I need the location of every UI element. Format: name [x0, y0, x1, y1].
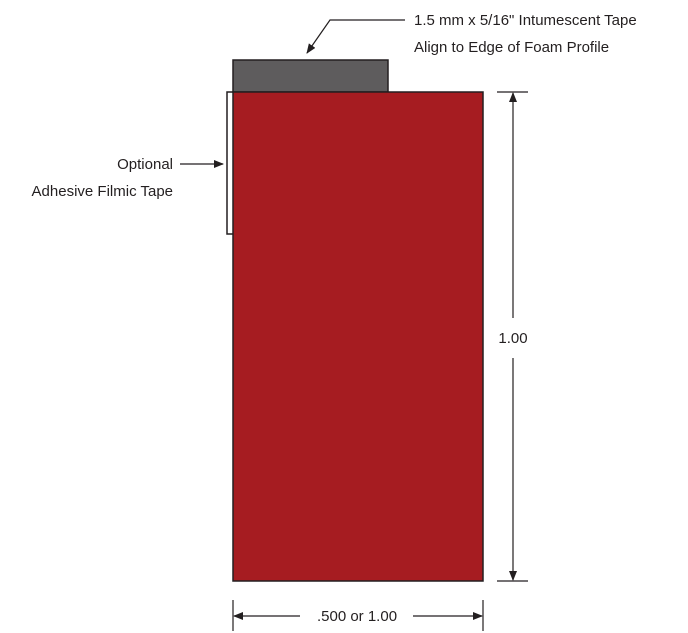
- intumescent-tape-leader: [306, 19, 405, 54]
- height-dimension-label: 1.00: [498, 330, 527, 347]
- foam-profile: [232, 91, 484, 582]
- intumescent-tape: [232, 59, 389, 93]
- filmic-tape-label-line1: Optional: [117, 156, 173, 173]
- intumescent-tape-label-line2: Align to Edge of Foam Profile: [414, 39, 609, 56]
- filmic-tape-label-line2: Adhesive Filmic Tape: [32, 183, 173, 200]
- width-dimension-label: .500 or 1.00: [317, 608, 397, 625]
- intumescent-tape-label-line1: 1.5 mm x 5/16" Intumescent Tape: [414, 12, 637, 29]
